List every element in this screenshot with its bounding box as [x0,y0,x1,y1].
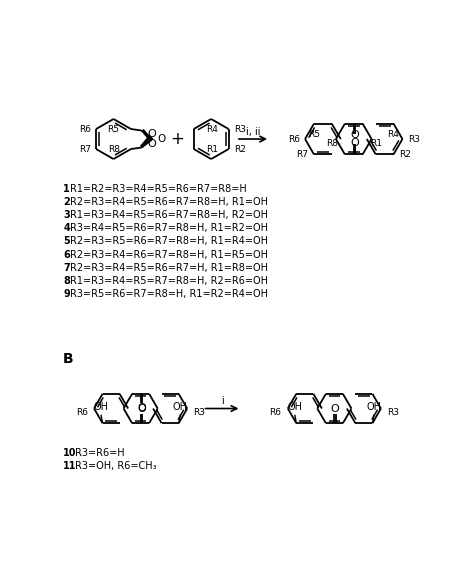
Text: R3=OH, R6=CH₃: R3=OH, R6=CH₃ [75,461,156,471]
Text: R3: R3 [387,408,399,417]
Text: B: B [63,352,74,365]
Text: R1=R2=R3=R4=R5=R6=R7=R8=H: R1=R2=R3=R4=R5=R6=R7=R8=H [70,184,247,194]
Text: R3: R3 [193,408,205,417]
Text: R6: R6 [80,124,91,134]
Text: R4: R4 [206,125,218,134]
Text: R7: R7 [297,150,309,159]
Text: R6: R6 [288,135,300,144]
Text: R3: R3 [408,135,420,144]
Text: R7: R7 [80,145,91,153]
Text: 2: 2 [63,197,70,207]
Text: R2=R3=R4=R5=R6=R7=R8=H, R1=OH: R2=R3=R4=R5=R6=R7=R8=H, R1=OH [70,197,268,207]
Text: R5: R5 [108,125,119,134]
Text: O: O [137,403,146,413]
Text: R3=R6=H: R3=R6=H [75,448,124,458]
Text: i: i [220,396,223,406]
Text: O: O [137,404,146,414]
Text: O: O [157,134,165,144]
Text: R4: R4 [388,130,400,139]
Text: +: + [170,130,184,148]
Text: R2: R2 [234,145,246,153]
Text: 7: 7 [63,263,70,272]
Text: R3=R5=R6=R7=R8=H, R1=R2=R4=OH: R3=R5=R6=R7=R8=H, R1=R2=R4=OH [70,289,268,299]
Text: 3: 3 [63,210,70,220]
Text: R2: R2 [399,150,411,159]
Text: 9: 9 [63,289,70,299]
Text: R1: R1 [370,139,382,148]
Text: R1=R3=R4=R5=R6=R7=R8=H, R2=OH: R1=R3=R4=R5=R6=R7=R8=H, R2=OH [70,210,268,220]
Text: R6: R6 [270,408,282,417]
Text: R2=R3=R5=R6=R7=R8=H, R1=R4=OH: R2=R3=R5=R6=R7=R8=H, R1=R4=OH [70,236,268,246]
Text: 5: 5 [63,236,70,246]
Text: R1: R1 [206,145,218,153]
Text: OH: OH [93,403,109,413]
Text: R2=R3=R4=R6=R7=R8=H, R1=R5=OH: R2=R3=R4=R6=R7=R8=H, R1=R5=OH [70,249,268,260]
Text: O: O [147,128,156,139]
Text: 6: 6 [63,249,70,260]
Text: O: O [350,131,359,141]
Text: OH: OH [173,403,188,413]
Text: R8: R8 [108,145,120,153]
Text: R6: R6 [76,408,88,417]
Text: OH: OH [366,403,382,413]
Text: R3=R4=R5=R6=R7=R8=H, R1=R2=OH: R3=R4=R5=R6=R7=R8=H, R1=R2=OH [70,223,268,234]
Text: i, ii: i, ii [246,127,260,137]
Text: 10: 10 [63,448,77,458]
Text: R2=R3=R4=R5=R6=R7=H, R1=R8=OH: R2=R3=R4=R5=R6=R7=H, R1=R8=OH [70,263,268,272]
Text: R3: R3 [234,124,246,134]
Text: R5: R5 [308,130,320,139]
Text: O: O [350,138,359,148]
Text: O: O [147,139,156,149]
Text: 4: 4 [63,223,70,234]
Text: OH: OH [287,403,302,413]
Text: 8: 8 [63,276,70,286]
Text: R8: R8 [326,139,338,148]
Text: 11: 11 [63,461,77,471]
Text: O: O [331,404,339,414]
Text: 1: 1 [63,184,70,194]
Text: R1=R3=R4=R5=R7=R8=H, R2=R6=OH: R1=R3=R4=R5=R7=R8=H, R2=R6=OH [70,276,268,286]
